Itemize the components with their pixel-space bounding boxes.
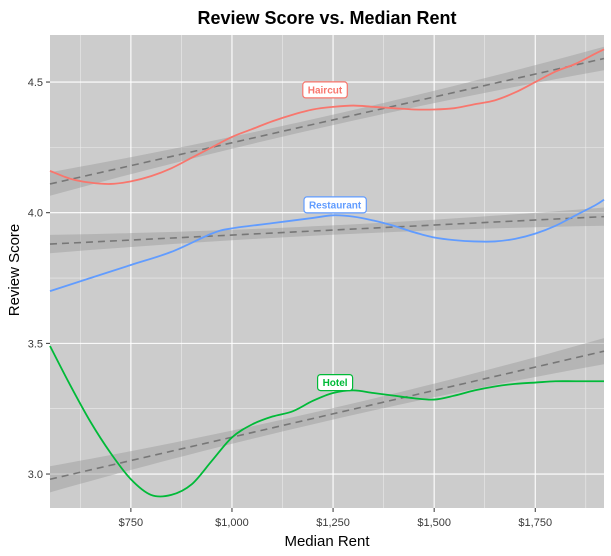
y-tick-label: 3.0 [28, 469, 43, 481]
y-tick-label: 4.0 [28, 208, 43, 220]
plot-panel [50, 35, 604, 508]
y-axis-title: Review Score [6, 224, 23, 317]
hotel-label: Hotel [317, 374, 354, 392]
hotel-confidence-band [50, 338, 604, 493]
haircut-label-text: Haircut [308, 85, 343, 96]
restaurant-label: Restaurant [303, 196, 367, 214]
x-axis-ticks: $750 $1,000 $1,250 $1,500 $1,750 [119, 508, 552, 529]
chart-title: Review Score vs. Median Rent [197, 8, 456, 28]
haircut-smooth-line [49, 48, 605, 185]
y-tick-label: 4.5 [28, 77, 43, 89]
restaurant-label-box [303, 196, 367, 214]
haircut-label: Haircut [302, 81, 348, 99]
minor-gridlines [50, 35, 604, 508]
restaurant-label-text: Restaurant [309, 200, 362, 211]
x-tick-label: $1,000 [215, 517, 249, 529]
x-axis-title: Median Rent [284, 533, 370, 550]
trend-lines [49, 57, 605, 481]
hotel-trend-line [49, 350, 605, 481]
x-tick-label: $1,250 [316, 517, 350, 529]
hotel-label-box [317, 374, 354, 392]
hotel-label-text: Hotel [323, 378, 348, 389]
y-tick-label: 3.5 [28, 338, 43, 350]
hotel-smooth-line [49, 345, 604, 498]
x-tick-label: $750 [119, 517, 143, 529]
haircut-trend-line [49, 57, 605, 185]
smooth-lines [49, 48, 605, 498]
series-labels: Haircut Restaurant Hotel [302, 81, 367, 392]
restaurant-smooth-line [49, 198, 605, 292]
haircut-label-box [302, 81, 348, 99]
y-axis-ticks: 3.0 3.5 4.0 4.5 [28, 77, 50, 481]
x-tick-label: $1,750 [518, 517, 552, 529]
restaurant-trend-line [49, 215, 605, 245]
x-tick-label: $1,500 [417, 517, 451, 529]
